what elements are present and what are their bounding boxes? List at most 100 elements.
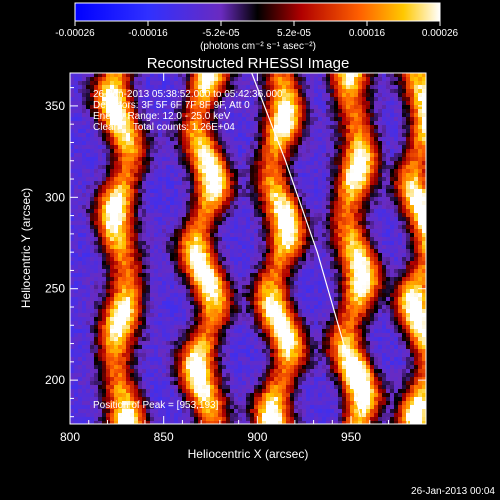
heatmap-cell (250, 305, 254, 309)
heatmap-cell (210, 233, 214, 237)
heatmap-cell (106, 113, 110, 117)
heatmap-cell (90, 73, 94, 77)
heatmap-cell (234, 169, 238, 173)
heatmap-cell (82, 317, 86, 321)
heatmap-cell (170, 101, 174, 105)
heatmap-cell (142, 417, 146, 421)
heatmap-cell (146, 393, 150, 397)
heatmap-cell (218, 341, 222, 345)
heatmap-cell (130, 269, 134, 273)
heatmap-cell (174, 329, 178, 333)
heatmap-cell (218, 85, 222, 89)
heatmap-cell (218, 129, 222, 133)
heatmap-cell (118, 409, 122, 413)
heatmap-cell (86, 369, 90, 373)
heatmap-cell (186, 397, 190, 401)
heatmap-cell (166, 157, 170, 161)
heatmap-cell (190, 93, 194, 97)
heatmap-cell (282, 229, 286, 233)
heatmap-cell (106, 401, 110, 405)
heatmap-cell (222, 237, 226, 241)
heatmap-cell (286, 389, 290, 393)
heatmap-cell (146, 333, 150, 337)
heatmap-cell (274, 201, 278, 205)
heatmap-cell (126, 409, 130, 413)
heatmap-cell (238, 393, 242, 397)
heatmap-cell (98, 137, 102, 141)
heatmap-cell (262, 393, 266, 397)
heatmap-cell (110, 229, 114, 233)
heatmap-cell (290, 325, 294, 329)
heatmap-cell (174, 149, 178, 153)
heatmap-cell (230, 273, 234, 277)
heatmap-cell (262, 417, 266, 421)
heatmap-cell (170, 109, 174, 113)
heatmap-cell (254, 377, 258, 381)
heatmap-cell (78, 105, 82, 109)
heatmap-cell (238, 365, 242, 369)
heatmap-cell (262, 157, 266, 161)
heatmap-cell (254, 101, 258, 105)
heatmap-cell (98, 309, 102, 313)
heatmap-cell (78, 305, 82, 309)
heatmap-cell (274, 197, 278, 201)
heatmap-cell (174, 301, 178, 305)
heatmap-cell (82, 325, 86, 329)
heatmap-cell (74, 197, 78, 201)
heatmap-cell (122, 397, 126, 401)
heatmap-cell (118, 361, 122, 365)
heatmap-cell (78, 145, 82, 149)
heatmap-cell (274, 217, 278, 221)
heatmap-cell (94, 201, 98, 205)
heatmap-cell (186, 285, 190, 289)
heatmap-cell (218, 413, 222, 417)
heatmap-cell (198, 393, 202, 397)
heatmap-cell (238, 317, 242, 321)
heatmap-cell (90, 149, 94, 153)
heatmap-cell (102, 289, 106, 293)
heatmap-cell (250, 173, 254, 177)
heatmap-cell (206, 381, 210, 385)
heatmap-cell (110, 177, 114, 181)
heatmap-cell (86, 97, 90, 101)
heatmap-cell (230, 241, 234, 245)
heatmap-cell (102, 185, 106, 189)
heatmap-cell (226, 305, 230, 309)
heatmap-cell (70, 245, 74, 249)
heatmap-cell (206, 249, 210, 253)
heatmap-cell (110, 345, 114, 349)
heatmap-cell (94, 169, 98, 173)
heatmap-cell (90, 121, 94, 125)
heatmap-cell (246, 193, 250, 197)
heatmap-cell (242, 361, 246, 365)
heatmap-cell (286, 257, 290, 261)
heatmap-cell (218, 225, 222, 229)
heatmap-cell (70, 281, 74, 285)
heatmap-cell (166, 309, 170, 313)
heatmap-cell (138, 301, 142, 305)
heatmap-cell (230, 137, 234, 141)
heatmap-cell (206, 269, 210, 273)
heatmap-cell (214, 197, 218, 201)
heatmap-cell (146, 121, 150, 125)
heatmap-cell (106, 381, 110, 385)
heatmap-cell (74, 405, 78, 409)
heatmap-cell (142, 345, 146, 349)
heatmap-cell (114, 297, 118, 301)
heatmap-cell (274, 237, 278, 241)
heatmap-cell (242, 397, 246, 401)
heatmap-cell (166, 281, 170, 285)
heatmap-cell (106, 185, 110, 189)
heatmap-cell (90, 245, 94, 249)
heatmap-cell (82, 193, 86, 197)
heatmap-cell (230, 209, 234, 213)
heatmap-cell (182, 277, 186, 281)
heatmap-cell (278, 389, 282, 393)
heatmap-cell (198, 281, 202, 285)
heatmap-cell (286, 217, 290, 221)
heatmap-cell (190, 77, 194, 81)
heatmap-cell (226, 345, 230, 349)
heatmap-cell (126, 269, 130, 273)
heatmap-cell (170, 233, 174, 237)
heatmap-cell (206, 137, 210, 141)
